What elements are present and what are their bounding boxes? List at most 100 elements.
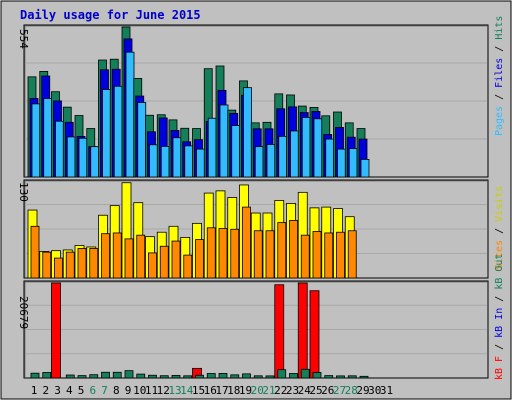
pages-bar [266, 144, 276, 178]
kbout-bar [218, 373, 228, 379]
legend-pages: Pages [494, 106, 505, 136]
pages-bar [301, 117, 311, 178]
sites-bar [42, 251, 52, 279]
sites-bar [336, 231, 345, 279]
kbout-bar [242, 373, 251, 379]
kbout-bar [347, 375, 357, 379]
kbout-bar [359, 375, 369, 379]
kbout-bar [336, 375, 345, 379]
x-tick-label: 3 [54, 384, 61, 397]
sites-bar [300, 234, 310, 279]
panel-b-ymax-label: 130 [17, 182, 30, 202]
x-tick-label: 4 [66, 384, 73, 397]
legend-separator: / [494, 222, 505, 240]
kbout-bar [300, 368, 310, 379]
kbout-bar [253, 375, 263, 379]
x-tick-label: 20 [251, 384, 264, 397]
x-tick-label: 28 [345, 384, 358, 397]
kbout-bar [265, 375, 275, 379]
x-tick-label: 15 [192, 384, 205, 397]
legend-sites: Sites [494, 240, 505, 270]
pages-bar [43, 98, 53, 178]
pages-bar [160, 146, 170, 178]
x-tick-label: 5 [78, 384, 85, 397]
panel-a-ymax-label: 554 [17, 29, 30, 49]
x-tick-label: 14 [180, 384, 194, 397]
sites-bar [195, 239, 204, 279]
sites-bar [277, 222, 287, 279]
sites-bar [65, 251, 75, 279]
sites-bar [136, 234, 146, 279]
pages-bar [31, 103, 41, 178]
sites-bar [112, 232, 122, 279]
sites-bar [230, 228, 240, 279]
kbout-bar [148, 374, 157, 379]
kbout-bar [183, 375, 193, 379]
sites-bar [206, 227, 216, 279]
kbout-bar [324, 375, 334, 379]
kbout-bar [171, 375, 181, 379]
pages-bar [231, 125, 241, 178]
kbout-bar [277, 369, 287, 379]
kbout-bar [136, 373, 146, 379]
x-tick-label: 6 [89, 384, 96, 397]
x-tick-label: 24 [298, 384, 312, 397]
pages-bar [172, 137, 182, 178]
x-tick-label: 1 [31, 384, 38, 397]
kbout-bar [89, 374, 99, 379]
kbout-bar [65, 374, 75, 379]
x-tick-label: 9 [125, 384, 132, 397]
legend-separator: / [494, 40, 505, 58]
kbout-bar [195, 374, 204, 379]
kbout-bar [42, 372, 52, 379]
x-tick-label: 25 [309, 384, 322, 397]
x-tick-label: 26 [321, 384, 334, 397]
legend-panel-c: kB F / kB In / kB Out [494, 254, 505, 380]
pages-bar [348, 148, 358, 178]
panel-kbytes [23, 280, 489, 379]
pages-bar [66, 136, 76, 178]
legend-panel-a: Pages / Files / Hits [494, 16, 505, 136]
legend-separator: / [494, 290, 505, 308]
pages-bar [102, 89, 111, 178]
sites-bar [289, 219, 298, 279]
sites-bar [183, 254, 193, 279]
kbout-bar [230, 374, 240, 379]
sites-bar [265, 230, 275, 279]
x-tick-label: 19 [239, 384, 252, 397]
sites-bar [253, 230, 263, 279]
legend-separator: / [494, 338, 505, 356]
legend-separator: / [494, 88, 505, 106]
pages-bar [78, 137, 88, 178]
x-tick-label: 13 [168, 384, 181, 397]
kbout-bar [77, 375, 87, 379]
pages-bar [207, 117, 217, 178]
pages-bar [360, 159, 370, 178]
x-tick-label: 17 [215, 384, 228, 397]
legend-panel-b: Sites / Visits [494, 186, 505, 270]
x-tick-label: 16 [204, 384, 217, 397]
legend-kbin: kB In [494, 308, 505, 338]
sites-bar [171, 240, 181, 279]
sites-bar [101, 233, 110, 279]
kbout-bar [159, 375, 169, 379]
x-tick-label: 31 [380, 384, 393, 397]
sites-bar [242, 206, 251, 279]
sites-bar [324, 232, 334, 279]
sites-bar [124, 238, 134, 279]
pages-bar [125, 51, 135, 178]
kbf-bar [51, 282, 61, 379]
x-tick-label: 12 [157, 384, 170, 397]
x-tick-label: 2 [42, 384, 49, 397]
x-tick-label: 30 [368, 384, 381, 397]
panel-c-ymax-label: 20679 [17, 296, 30, 329]
pages-bar [137, 102, 147, 178]
kbout-bar [112, 371, 122, 379]
kbf-bar [297, 282, 308, 379]
legend-files: Files [494, 58, 505, 88]
sites-bar [77, 248, 87, 279]
kbout-bar [101, 371, 110, 379]
sites-bar [218, 228, 228, 279]
